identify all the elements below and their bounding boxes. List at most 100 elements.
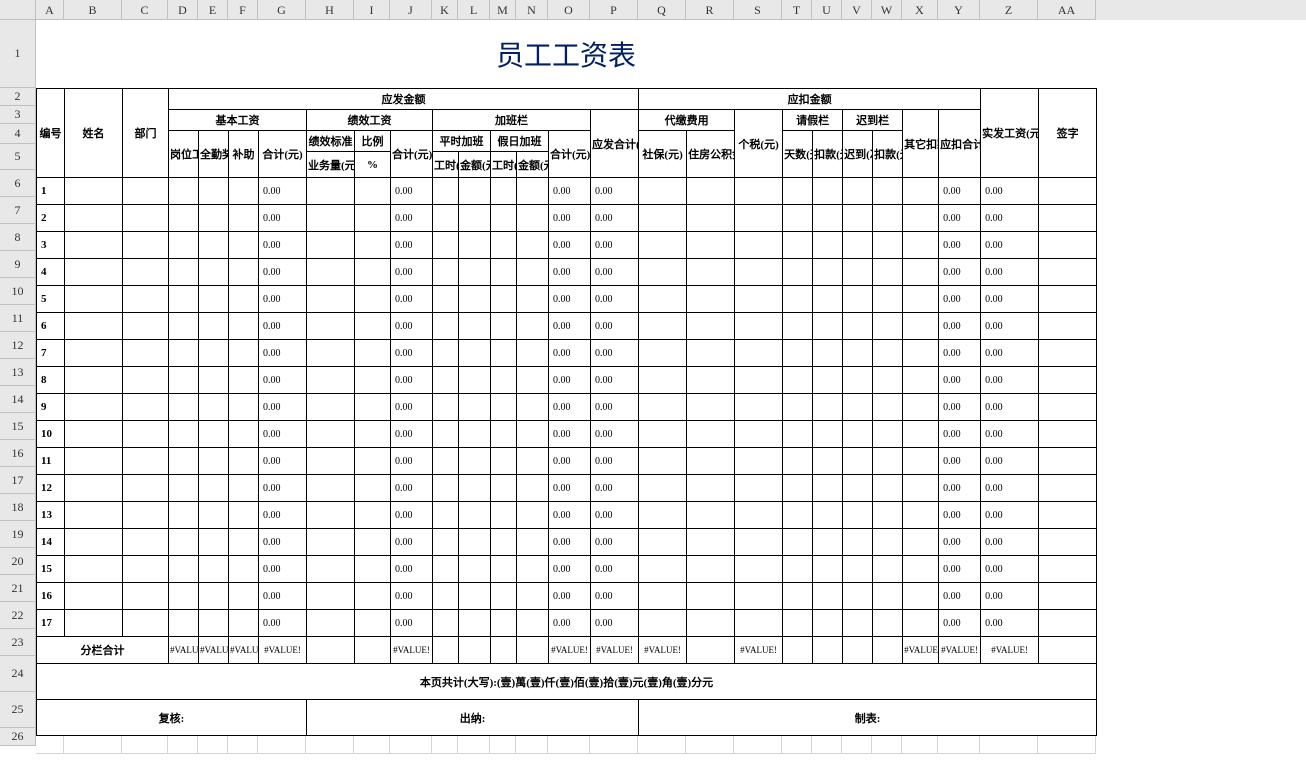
- hdr-basic[interactable]: 基本工资: [169, 110, 307, 131]
- col-header-S[interactable]: S: [734, 0, 782, 20]
- hdr-leave-amt[interactable]: 扣款(元): [813, 131, 843, 178]
- col-header-P[interactable]: P: [590, 0, 638, 20]
- hdr-social[interactable]: 社保(元): [639, 131, 687, 178]
- col-header-V[interactable]: V: [842, 0, 872, 20]
- row-header-18[interactable]: 18: [0, 494, 36, 521]
- row-header-8[interactable]: 8: [0, 224, 36, 251]
- row-header-20[interactable]: 20: [0, 548, 36, 575]
- col-header-Y[interactable]: Y: [938, 0, 980, 20]
- table-row[interactable]: 110.000.000.000.000.000.00: [37, 448, 1097, 475]
- col-header-T[interactable]: T: [782, 0, 812, 20]
- hdr-dept[interactable]: 部门: [123, 89, 169, 178]
- table-row[interactable]: 100.000.000.000.000.000.00: [37, 421, 1097, 448]
- col-header-K[interactable]: K: [432, 0, 458, 20]
- hdr-fund[interactable]: 住房公积金(元): [687, 131, 735, 178]
- table-row[interactable]: 140.000.000.000.000.000.00: [37, 529, 1097, 556]
- hdr-late[interactable]: 迟到栏: [843, 110, 903, 131]
- row-header-19[interactable]: 19: [0, 521, 36, 548]
- table-row[interactable]: 10.000.000.000.000.000.00: [37, 178, 1097, 205]
- hdr-ot-h-h[interactable]: 工时(h): [491, 152, 517, 178]
- hdr-deduct-total[interactable]: 应扣合计(元): [939, 110, 981, 178]
- hdr-ot-subtotal[interactable]: 合计(元): [549, 131, 591, 178]
- hdr-ot[interactable]: 加班栏: [433, 110, 591, 131]
- row-header-24[interactable]: 24: [0, 656, 36, 692]
- row-header-5[interactable]: 5: [0, 144, 36, 170]
- hdr-perf-std[interactable]: 绩效标准: [307, 131, 355, 152]
- row-header-6[interactable]: 6: [0, 170, 36, 197]
- col-header-D[interactable]: D: [168, 0, 198, 20]
- row-header-9[interactable]: 9: [0, 251, 36, 278]
- col-header-N[interactable]: N: [516, 0, 548, 20]
- col-header-W[interactable]: W: [872, 0, 902, 20]
- hdr-subsidy[interactable]: 补助: [229, 131, 259, 178]
- hdr-late-amt[interactable]: 扣款(元): [873, 131, 903, 178]
- hdr-deduct[interactable]: 应扣金额: [639, 89, 981, 110]
- col-header-B[interactable]: B: [64, 0, 122, 20]
- hdr-other[interactable]: 其它扣款(元): [903, 110, 939, 178]
- signoff-review[interactable]: 复核:: [37, 700, 307, 736]
- row-header-10[interactable]: 10: [0, 278, 36, 305]
- col-header-U[interactable]: U: [812, 0, 842, 20]
- col-header-L[interactable]: L: [458, 0, 490, 20]
- col-header-C[interactable]: C: [122, 0, 168, 20]
- table-row[interactable]: 90.000.000.000.000.000.00: [37, 394, 1097, 421]
- hdr-pos[interactable]: 岗位工资: [169, 131, 199, 178]
- table-row[interactable]: 20.000.000.000.000.000.00: [37, 205, 1097, 232]
- col-header-A[interactable]: A: [36, 0, 64, 20]
- row-header-15[interactable]: 15: [0, 413, 36, 440]
- hdr-late-times[interactable]: 迟到(次): [843, 131, 873, 178]
- table-row[interactable]: 40.000.000.000.000.000.00: [37, 259, 1097, 286]
- row-header-14[interactable]: 14: [0, 386, 36, 413]
- table-row[interactable]: 60.000.000.000.000.000.00: [37, 313, 1097, 340]
- hdr-name[interactable]: 姓名: [65, 89, 123, 178]
- col-header-Z[interactable]: Z: [980, 0, 1038, 20]
- col-header-H[interactable]: H: [306, 0, 354, 20]
- row-header-22[interactable]: 22: [0, 602, 36, 629]
- col-header-AA[interactable]: AA: [1038, 0, 1096, 20]
- hdr-sign[interactable]: 签字: [1039, 89, 1097, 178]
- hdr-ot-h-amt[interactable]: 金额(元): [517, 152, 549, 178]
- row-header-11[interactable]: 11: [0, 305, 36, 332]
- hdr-tax[interactable]: 个税(元): [735, 110, 783, 178]
- hdr-leave-days[interactable]: 天数(天): [783, 131, 813, 178]
- row-header-16[interactable]: 16: [0, 440, 36, 467]
- hdr-net[interactable]: 实发工资(元): [981, 89, 1039, 178]
- col-header-J[interactable]: J: [390, 0, 432, 20]
- hdr-attend[interactable]: 全勤奖: [199, 131, 229, 178]
- hdr-agent[interactable]: 代缴费用: [639, 110, 735, 131]
- col-header-M[interactable]: M: [490, 0, 516, 20]
- table-row[interactable]: 160.000.000.000.000.000.00: [37, 583, 1097, 610]
- row-header-12[interactable]: 12: [0, 332, 36, 359]
- hdr-leave[interactable]: 请假栏: [783, 110, 843, 131]
- hdr-ot-n-h[interactable]: 工时(h): [433, 152, 459, 178]
- col-header-X[interactable]: X: [902, 0, 938, 20]
- hdr-payable[interactable]: 应发金额: [169, 89, 639, 110]
- table-row[interactable]: 150.000.000.000.000.000.00: [37, 556, 1097, 583]
- table-row[interactable]: 70.000.000.000.000.000.00: [37, 340, 1097, 367]
- hdr-perf-ratio[interactable]: 比例: [355, 131, 391, 152]
- hdr-basic-subtotal[interactable]: 合计(元): [259, 131, 307, 178]
- hdr-perf-subtotal[interactable]: 合计(元): [391, 131, 433, 178]
- row-header-2[interactable]: 2: [0, 88, 36, 106]
- col-header-F[interactable]: F: [228, 0, 258, 20]
- hdr-perf-pct[interactable]: %: [355, 152, 391, 178]
- table-row[interactable]: 170.000.000.000.000.000.00: [37, 610, 1097, 637]
- row-header-3[interactable]: 3: [0, 106, 36, 124]
- col-header-Q[interactable]: Q: [638, 0, 686, 20]
- row-header-1[interactable]: 1: [0, 20, 36, 88]
- col-header-G[interactable]: G: [258, 0, 306, 20]
- col-header-R[interactable]: R: [686, 0, 734, 20]
- hdr-ot-holiday[interactable]: 假日加班: [491, 131, 549, 152]
- table-row[interactable]: 30.000.000.000.000.000.00: [37, 232, 1097, 259]
- table-row[interactable]: 50.000.000.000.000.000.00: [37, 286, 1097, 313]
- row-header-26[interactable]: 26: [0, 728, 36, 746]
- table-row[interactable]: 120.000.000.000.000.000.00: [37, 475, 1097, 502]
- col-header-O[interactable]: O: [548, 0, 590, 20]
- hdr-payable-total[interactable]: 应发合计(元): [591, 110, 639, 178]
- hdr-ot-n-amt[interactable]: 金额(元): [459, 152, 491, 178]
- signoff-prepare[interactable]: 制表:: [639, 700, 1097, 736]
- row-header-21[interactable]: 21: [0, 575, 36, 602]
- table-row[interactable]: 80.000.000.000.000.000.00: [37, 367, 1097, 394]
- hdr-ot-normal[interactable]: 平时加班: [433, 131, 491, 152]
- hdr-perf-vol[interactable]: 业务量(元): [307, 152, 355, 178]
